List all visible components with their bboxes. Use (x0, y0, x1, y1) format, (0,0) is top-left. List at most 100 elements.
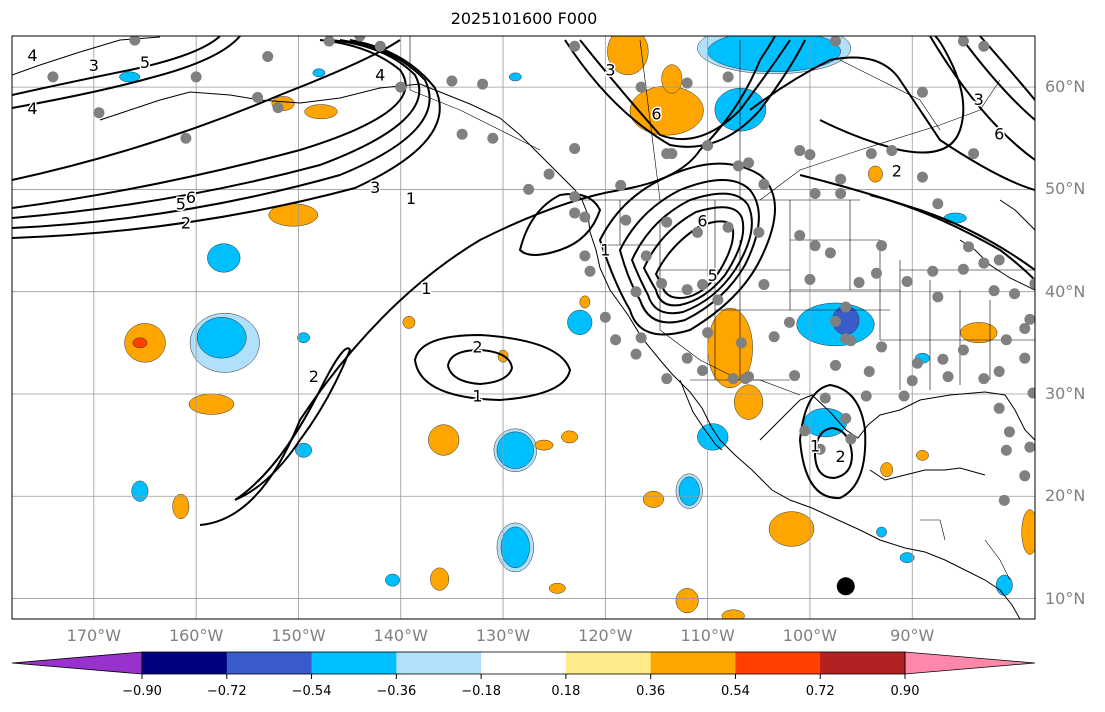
colorbar-tick-label: 0.54 (720, 684, 750, 699)
shaded-anomaly-region (868, 165, 883, 183)
station-dot (830, 359, 842, 371)
contour-label: 2 (836, 447, 846, 466)
shaded-anomaly-region (607, 36, 649, 76)
station-dot (799, 425, 811, 437)
station-dot (1024, 313, 1035, 325)
station-dot (758, 279, 770, 291)
shaded-anomaly-region (297, 332, 310, 344)
shaded-anomaly-region (876, 526, 887, 538)
station-dot (927, 265, 939, 277)
station-dot (640, 250, 652, 262)
station-dot (1029, 278, 1035, 290)
shaded-anomaly-region (579, 295, 591, 309)
station-dot (620, 214, 632, 226)
station-dot (804, 149, 816, 161)
station-dot (978, 373, 990, 385)
longitude-label: 100°W (782, 626, 838, 645)
shaded-anomaly-region (1021, 509, 1035, 555)
contour-label: 1 (421, 279, 431, 298)
shaded-anomaly-region (733, 384, 764, 420)
contour-lines (12, 36, 1035, 526)
station-dot (814, 443, 826, 455)
station-dot (993, 254, 1005, 266)
station-dot (702, 139, 714, 151)
contour-label: 1 (810, 437, 820, 456)
shaded-anomaly-region (768, 511, 815, 547)
station-dot (993, 402, 1005, 414)
station-dot (993, 365, 1005, 377)
station-dot (916, 171, 928, 183)
station-dot (988, 285, 1000, 297)
contour-label: 1 (406, 189, 416, 208)
shaded-anomaly-region (629, 85, 704, 136)
contour-label: 1 (600, 240, 610, 259)
latitude-label: 20°N (1045, 486, 1086, 506)
shaded-anomaly-region (916, 449, 929, 461)
colorbar-tick-label: −0.90 (122, 684, 162, 699)
colorbar-segment (650, 652, 736, 674)
station-dot (819, 392, 831, 404)
station-dot (845, 433, 857, 445)
station-dot (661, 216, 673, 228)
shaded-anomaly-region (661, 64, 683, 94)
station-dot (1000, 334, 1012, 346)
station-dot (794, 229, 806, 241)
longitude-label: 130°W (475, 626, 531, 645)
station-dot (252, 91, 264, 103)
station-dot (865, 148, 877, 160)
contour-label: 5 (176, 194, 186, 213)
station-dot (129, 36, 141, 46)
station-dot (1003, 426, 1015, 438)
highlight-point-marker (836, 577, 855, 596)
colorbar-segment (735, 652, 821, 674)
station-dot (978, 257, 990, 269)
colorbar-segment (481, 652, 567, 674)
contour-label: 2 (472, 337, 482, 356)
station-dot (487, 132, 499, 144)
station-dot (809, 188, 821, 200)
contour-label: 2 (309, 367, 319, 386)
station-dot (1009, 288, 1021, 300)
station-dot (845, 335, 857, 347)
station-dot (886, 145, 898, 157)
latitude-label: 10°N (1045, 588, 1086, 608)
station-dot (860, 390, 872, 402)
station-dot (957, 263, 969, 275)
station-dot (630, 286, 642, 298)
longitude-label: 170°W (66, 626, 122, 645)
station-dot (543, 168, 555, 180)
shaded-anomaly-region (172, 493, 190, 520)
station-dot (942, 371, 954, 383)
shaded-anomaly-region (880, 462, 894, 478)
station-dot (615, 179, 627, 191)
station-dot (840, 301, 852, 313)
station-dot (870, 267, 882, 279)
contour-label: 2 (181, 214, 191, 233)
contour-label: 3 (370, 178, 380, 197)
station-dot (876, 240, 888, 252)
station-dot (661, 373, 673, 385)
colorbar (11, 651, 1036, 679)
shaded-anomaly-region (675, 588, 699, 614)
station-dot (712, 294, 724, 306)
shaded-anomaly-region (131, 480, 149, 502)
longitude-label: 150°W (271, 626, 326, 645)
shaded-anomaly-region (995, 574, 1013, 596)
colorbar-segment (820, 652, 906, 674)
station-dot (93, 107, 105, 119)
station-dot (702, 327, 714, 339)
station-dot (323, 36, 335, 47)
latitude-label: 50°N (1045, 179, 1086, 199)
station-dot (579, 211, 591, 223)
station-dot (584, 265, 596, 277)
station-dot (190, 71, 202, 83)
station-dot (1019, 352, 1031, 364)
colorbar-tick-label: −0.54 (291, 684, 332, 699)
contour-label: 1 (472, 387, 482, 406)
station-markers (47, 36, 1035, 506)
shaded-anomaly-region (534, 439, 554, 451)
station-dot (911, 357, 923, 369)
station-dot (916, 86, 928, 98)
